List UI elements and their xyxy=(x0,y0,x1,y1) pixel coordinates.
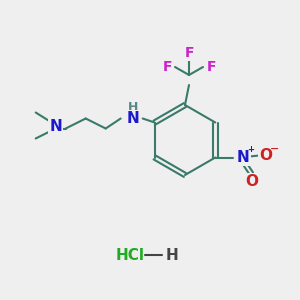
Text: N: N xyxy=(126,111,139,126)
Text: N: N xyxy=(237,150,250,165)
Text: F: F xyxy=(206,60,216,74)
Text: F: F xyxy=(162,60,172,74)
Text: N: N xyxy=(49,119,62,134)
Text: F: F xyxy=(184,46,194,60)
Text: O: O xyxy=(245,174,258,189)
Text: −: − xyxy=(270,143,279,154)
Text: HCl: HCl xyxy=(116,248,145,262)
Text: H: H xyxy=(128,101,138,114)
Text: O: O xyxy=(259,148,272,163)
Text: H: H xyxy=(166,248,178,262)
Text: +: + xyxy=(247,145,254,154)
